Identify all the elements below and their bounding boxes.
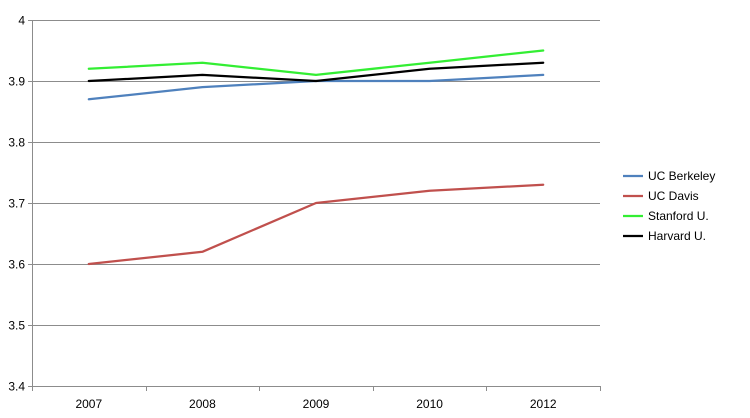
x-tick-label: 2007 xyxy=(75,397,102,411)
legend: UC Berkeley UC Davis Stanford U. Harvard U. xyxy=(623,169,715,243)
x-axis-tick-labels: 2007 2008 2009 2010 2012 xyxy=(75,397,556,411)
x-tick-label: 2008 xyxy=(189,397,216,411)
legend-label: Harvard U. xyxy=(648,229,706,243)
y-axis-tick-labels: 3.4 3.5 3.6 3.7 3.8 3.9 4 xyxy=(8,14,25,394)
series-line-uc-davis xyxy=(87,183,545,266)
axes xyxy=(28,20,601,391)
y-tick-label: 3.8 xyxy=(8,136,25,150)
legend-item: Stanford U. xyxy=(623,209,709,223)
y-tick-label: 3.7 xyxy=(8,197,25,211)
series-line-stanford-u xyxy=(87,49,545,77)
x-tick-label: 2010 xyxy=(416,397,443,411)
y-tick-label: 3.6 xyxy=(8,258,25,272)
legend-item: UC Davis xyxy=(623,189,699,203)
series-line-harvard-u xyxy=(87,61,545,83)
series-line-uc-berkeley xyxy=(87,73,545,101)
legend-label: UC Davis xyxy=(648,189,699,203)
x-tick-label: 2009 xyxy=(303,397,330,411)
legend-label: Stanford U. xyxy=(648,209,709,223)
y-tick-label: 4 xyxy=(18,14,25,28)
legend-label: UC Berkeley xyxy=(648,169,715,183)
x-tick-label: 2012 xyxy=(530,397,557,411)
y-tick-label: 3.9 xyxy=(8,75,25,89)
series-lines xyxy=(87,49,545,266)
y-tick-label: 3.5 xyxy=(8,319,25,333)
legend-item: Harvard U. xyxy=(623,229,706,243)
y-tick-label: 3.4 xyxy=(8,380,25,394)
legend-item: UC Berkeley xyxy=(623,169,715,183)
